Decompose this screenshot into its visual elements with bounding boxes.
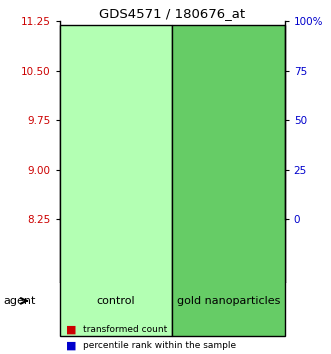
Text: gold nanoparticles: gold nanoparticles <box>177 296 280 306</box>
Point <box>113 38 118 44</box>
Text: transformed count: transformed count <box>83 325 167 334</box>
Point <box>188 40 194 46</box>
Title: GDS4571 / 180676_at: GDS4571 / 180676_at <box>99 7 245 20</box>
Bar <box>183 110 198 219</box>
Bar <box>172 25 285 336</box>
Bar <box>108 104 123 219</box>
Bar <box>71 163 86 219</box>
Text: GSM805422: GSM805422 <box>186 223 195 277</box>
Text: GSM805424: GSM805424 <box>261 223 270 277</box>
Point <box>226 34 231 40</box>
Text: ■: ■ <box>66 340 77 350</box>
Bar <box>221 71 236 219</box>
Text: GSM805423: GSM805423 <box>224 223 233 278</box>
Bar <box>259 177 273 219</box>
Point <box>151 44 156 50</box>
Text: control: control <box>97 296 135 306</box>
Text: agent: agent <box>3 296 36 306</box>
Point <box>76 62 81 68</box>
Text: GSM805419: GSM805419 <box>74 223 83 278</box>
Text: GSM805421: GSM805421 <box>149 223 158 278</box>
Bar <box>60 25 172 336</box>
Bar <box>146 120 161 219</box>
Text: ■: ■ <box>66 324 77 334</box>
Text: GSM805420: GSM805420 <box>111 223 120 278</box>
Point <box>263 68 268 74</box>
Text: percentile rank within the sample: percentile rank within the sample <box>83 341 236 350</box>
